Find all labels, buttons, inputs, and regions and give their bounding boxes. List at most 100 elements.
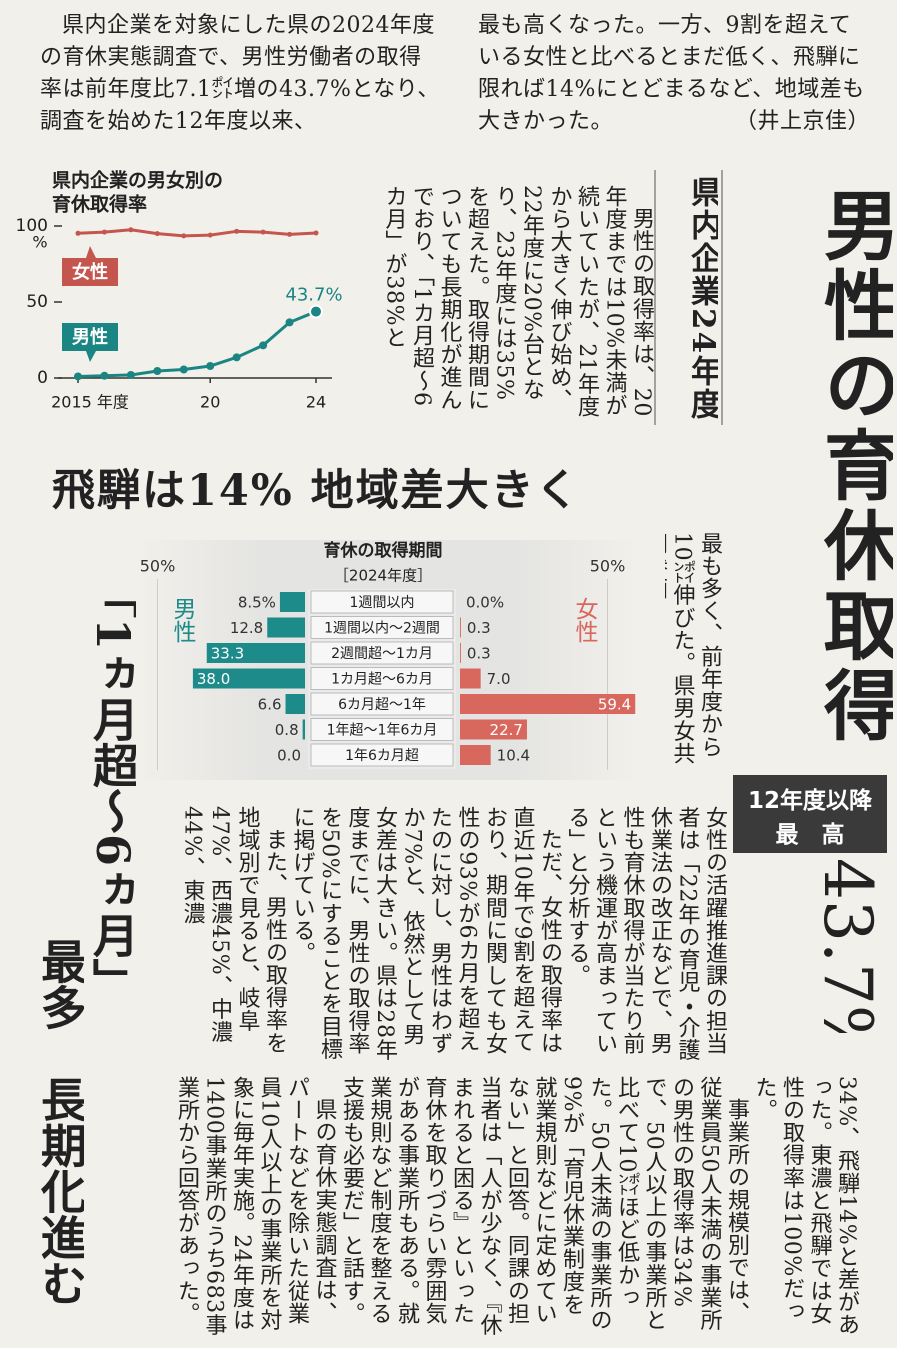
paragraph: 女性の活躍推進課の担当者は「22年の育児・介護休業法の改正などで、男性も育休取得… (564, 806, 728, 1062)
series-line (77, 310, 317, 378)
y-tick-label: 50 (26, 292, 48, 312)
bar (460, 643, 461, 663)
marker (207, 232, 213, 238)
marker (309, 304, 323, 319)
marker (101, 229, 107, 235)
marker (232, 353, 241, 362)
x-tick-label: 20 (200, 393, 220, 412)
paragraph: 事業所の規模別では、従業員50人未満の事業所の男性の取得率は34%で、50人以上… (339, 1076, 749, 1337)
marker (126, 370, 135, 379)
value-label: 0.8 (275, 721, 299, 739)
bar (279, 592, 305, 612)
chart-title: 育休の取得期間 (324, 540, 443, 561)
side-headline: 「1ヵ月超〜6ヵ月」 (86, 572, 136, 1005)
side-headline: 最多 長期化進む (34, 938, 84, 1306)
paragraph: 最も多く、前年度から10㌽伸びた。県男女共同参画・ (665, 532, 722, 765)
marker (75, 230, 81, 236)
marker (259, 341, 268, 350)
category-box (310, 641, 454, 665)
value-label: 33.3 (211, 645, 244, 663)
bar (460, 668, 481, 689)
marker (179, 365, 188, 374)
body-column: 最も多く、前年度から10㌽伸びた。県男女共同参画・ (665, 532, 723, 766)
value-label: 22.7 (490, 721, 523, 739)
value-label: 0.0% (466, 594, 504, 612)
x-tick-label: 50% (140, 557, 176, 576)
body-column: 34%、飛騨14%と差があった。東濃と飛騨では女性の取得率は100%だった。 事… (120, 1076, 860, 1338)
legend-label: 男性 (72, 326, 108, 348)
paragraph: ただ、女性の取得率は直近10年で9割を超えており、期間に関しても女性の93%が6… (289, 806, 563, 1062)
bar (460, 719, 527, 740)
value-label: 0.0 (277, 747, 301, 765)
marker (128, 227, 134, 233)
value-label: 8.5% (238, 594, 276, 612)
subhead: 県内企業24年度 (685, 176, 718, 422)
chart-title: 県内企業の男女別の (52, 169, 223, 192)
marker (181, 233, 187, 239)
bar (460, 694, 636, 714)
bar (192, 668, 305, 689)
bar (267, 617, 305, 638)
value-label: 6.6 (258, 696, 282, 714)
sub-headline: 飛騨は14% 地域差大きく (52, 466, 581, 516)
value-label: 43.7% (285, 285, 342, 306)
series-label: 女性 (571, 597, 599, 643)
value-label: 10.4 (497, 747, 530, 765)
bar (460, 745, 491, 765)
x-tick-label: 50% (590, 557, 626, 576)
series-line (77, 228, 317, 238)
x-tick-label: 24 (306, 393, 326, 412)
bar (460, 617, 461, 638)
value-label: 38.0 (197, 670, 230, 688)
marker (154, 231, 160, 237)
chart-title: 育休取得率 (52, 193, 147, 216)
marker (260, 229, 266, 235)
marker (285, 318, 294, 327)
y-tick-label: 0 (37, 368, 48, 388)
category-box (310, 718, 454, 741)
value-label: 0.3 (467, 645, 491, 663)
category-box (310, 692, 454, 716)
paragraph: また、男性の取得率を地域別で見ると、岐阜47%、西濃45%、中濃44%、東濃 (179, 806, 288, 1054)
category-label: 1週間以内 (350, 595, 415, 611)
y-tick-label: 100 (16, 216, 48, 236)
value-label: 59.4 (598, 696, 631, 714)
category-label: 2週間超〜1カ月 (331, 646, 433, 662)
category-box (310, 590, 454, 614)
legend-tag (62, 323, 118, 351)
intro-left: 県内企業を対象にした県の2024年度の育休実態調査で、男性労働者の取得率は前年度… (40, 13, 440, 134)
paragraph: 34%、飛騨14%と差があった。東濃と飛騨では女性の取得率は100%だった。 (751, 1076, 860, 1336)
byline: （井上京佳） (734, 109, 870, 134)
value-label: 0.3 (467, 619, 491, 637)
legend-pointer (86, 246, 96, 258)
marker (287, 231, 293, 237)
category-box (310, 616, 454, 639)
legend-label: 女性 (72, 261, 108, 283)
marker (153, 367, 162, 376)
intro-text: 最も高くなった。一方、9割を超えている女性と比べるとまだ低く、飛騨に限れば14%… (478, 13, 865, 134)
y-unit: % (32, 233, 47, 252)
badge-line: 12年度以降 (747, 788, 872, 814)
category-label: 1週間以内〜2週間 (324, 621, 440, 637)
badge-line: 最 高 (775, 822, 845, 848)
marker (313, 230, 319, 236)
category-box (310, 667, 454, 690)
paragraph: 県の育休実態調査は、パートなどを除いた従業員10人以上の事業所を対象に毎年実施。… (174, 1076, 337, 1337)
marker (234, 228, 240, 234)
chart-subtitle: ［2024年度］ (334, 567, 432, 585)
series-label: 男性 (169, 597, 197, 643)
x-tick-label: 2015 年度 (51, 393, 129, 412)
badge: 12年度以降 最 高 (733, 775, 887, 853)
paragraph: 男性の取得率は、20年度までは10%未満が続いていたが、21年度から大きく伸び始… (381, 185, 655, 418)
marker (206, 361, 215, 370)
marker (74, 372, 82, 381)
bar (285, 694, 305, 714)
category-box (310, 743, 454, 767)
legend-pointer (86, 351, 96, 362)
legend-tag (62, 258, 118, 286)
value-label: 7.0 (487, 670, 511, 688)
body-column: 男性の取得率は、20年度までは10%未満が続いていたが、21年度から大きく伸び始… (355, 185, 655, 423)
